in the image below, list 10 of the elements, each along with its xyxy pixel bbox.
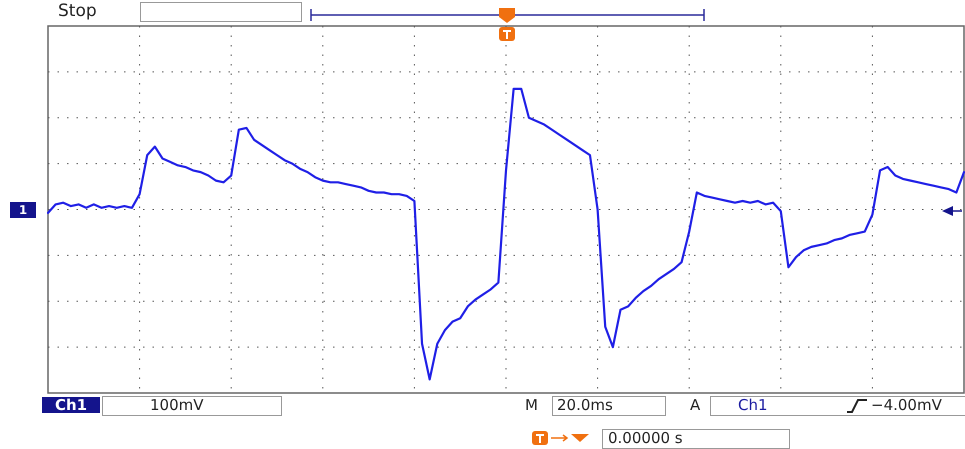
text: 1 (10, 202, 36, 218)
text: 100mV (150, 396, 204, 414)
text: 20.0ms (557, 396, 613, 414)
text: 0.00000 s (608, 429, 683, 447)
text: A (690, 396, 700, 414)
text: M (525, 396, 538, 414)
text: −4.00mV (871, 396, 942, 414)
text: Stop (58, 1, 97, 21)
text: Ch1 (738, 396, 768, 414)
text: Ch1 (42, 396, 100, 414)
